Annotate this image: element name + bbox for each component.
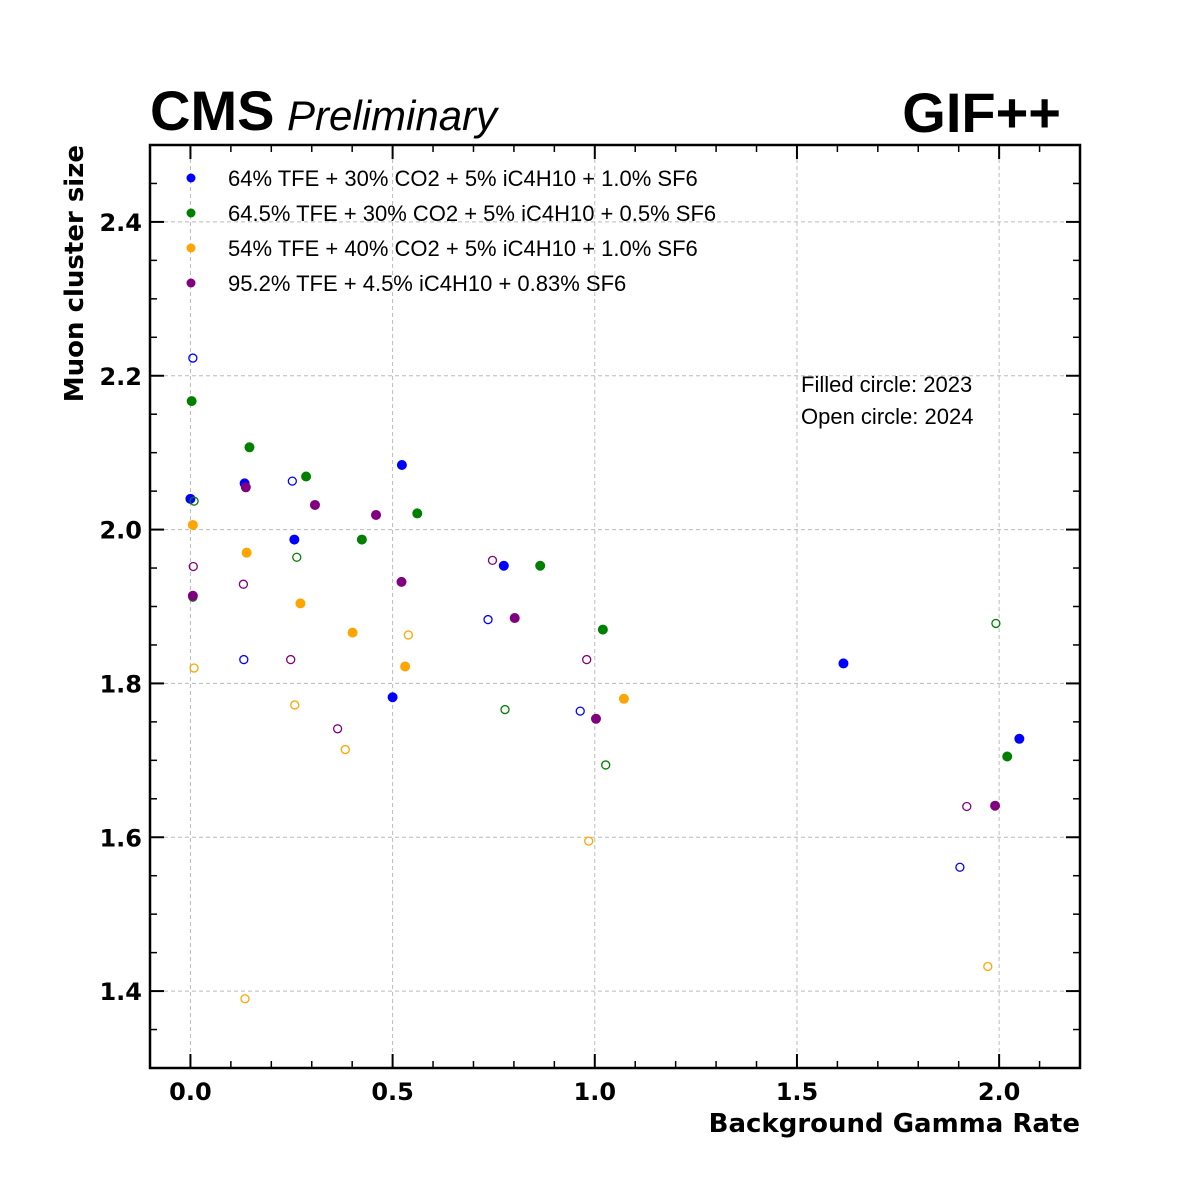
y-tick-label: 2.2	[99, 363, 142, 391]
data-point-filled	[371, 509, 382, 520]
data-point-open	[584, 836, 594, 846]
data-point-filled	[618, 693, 629, 704]
legend-marker	[186, 208, 196, 218]
data-point-filled	[241, 547, 252, 558]
legend-marker	[186, 278, 196, 288]
experiment-label: CMS	[150, 79, 274, 142]
grid-lines	[150, 145, 1080, 1068]
data-point-filled	[990, 800, 1001, 811]
data-point-filled	[301, 471, 312, 482]
open-circle-note: Open circle: 2024	[801, 404, 973, 429]
data-point-open	[286, 654, 296, 665]
x-axis-label: Background Gamma Rate	[709, 1109, 1080, 1139]
data-point-open	[991, 618, 1001, 629]
data-point-open	[983, 961, 993, 972]
data-point-open	[239, 654, 249, 665]
data-point-open	[188, 353, 198, 363]
y-tick-label: 2.4	[99, 209, 142, 237]
data-point-filled	[356, 534, 367, 545]
plot-frame	[148, 143, 1082, 1070]
data-point-open	[292, 552, 302, 562]
data-point-filled	[387, 692, 398, 703]
x-tick-label: 2.0	[978, 1078, 1021, 1106]
data-point-filled	[289, 534, 300, 545]
data-point-filled	[396, 576, 407, 587]
data-point-filled	[347, 627, 358, 638]
data-point-open	[189, 663, 199, 673]
data-point-open	[500, 704, 510, 715]
data-point-open	[188, 561, 198, 572]
data-point-open	[189, 496, 199, 506]
filled-circle-note: Filled circle: 2023	[801, 372, 972, 397]
legend-marker	[186, 243, 196, 253]
x-tick-label: 1.5	[776, 1078, 819, 1106]
status-label: Preliminary	[287, 92, 500, 139]
data-point-filled	[396, 459, 407, 470]
data-point-filled	[412, 508, 423, 519]
data-point-open	[601, 760, 611, 770]
x-tick-label: 0.0	[169, 1078, 212, 1106]
data-point-open	[240, 994, 250, 1004]
legend-label: 54% TFE + 40% CO2 + 5% iC4H10 + 1.0% SF6	[228, 236, 698, 261]
data-point-open	[582, 654, 592, 665]
legend-label: 64% TFE + 30% CO2 + 5% iC4H10 + 1.0% SF6	[228, 166, 698, 191]
data-point-open	[403, 630, 414, 640]
data-point-open	[962, 801, 972, 812]
legend: 64% TFE + 30% CO2 + 5% iC4H10 + 1.0% SF6…	[186, 166, 716, 296]
data-point-filled	[590, 713, 601, 724]
axis-ticks: 0.0 0.5 1.0 1.5 2.0 1.4 1.6 1.8 2.0 2.2 2.4	[99, 144, 1081, 1106]
y-tick-label: 1.6	[99, 824, 142, 852]
facility-label: GIF++	[902, 81, 1061, 144]
data-point-filled	[509, 613, 520, 624]
data-point-filled	[186, 396, 197, 407]
data-point-open	[487, 555, 498, 565]
data-point-filled	[1002, 751, 1013, 762]
data-point-open	[955, 862, 965, 872]
data-point-filled	[597, 624, 608, 635]
y-tick-label: 1.4	[99, 978, 142, 1006]
data-point-filled	[309, 499, 320, 510]
data-point-filled	[295, 598, 306, 609]
legend-marker	[186, 173, 196, 183]
data-point-filled	[240, 482, 251, 493]
data-point-open	[575, 706, 585, 716]
data-point-filled	[400, 661, 411, 672]
data-point-open	[238, 579, 249, 589]
data-point-filled	[187, 519, 198, 530]
y-tick-label: 2.0	[99, 517, 142, 545]
y-axis-label: Muon cluster size	[60, 145, 90, 402]
data-points	[185, 353, 1025, 1004]
legend-label: 95.2% TFE + 4.5% iC4H10 + 0.83% SF6	[228, 271, 626, 296]
data-point-filled	[187, 590, 198, 601]
data-point-filled	[1014, 733, 1025, 744]
y-tick-label: 1.8	[99, 670, 142, 698]
x-tick-label: 1.0	[574, 1078, 617, 1106]
data-point-open	[287, 476, 297, 486]
legend-label: 64.5% TFE + 30% CO2 + 5% iC4H10 + 0.5% S…	[228, 201, 716, 226]
data-point-filled	[244, 442, 255, 453]
data-point-open	[483, 614, 493, 625]
data-point-open	[332, 724, 343, 734]
data-point-filled	[535, 560, 546, 571]
data-point-filled	[838, 658, 849, 669]
x-tick-label: 0.5	[371, 1078, 414, 1106]
data-point-open	[290, 700, 300, 710]
data-point-filled	[498, 560, 509, 571]
data-point-open	[340, 744, 350, 755]
